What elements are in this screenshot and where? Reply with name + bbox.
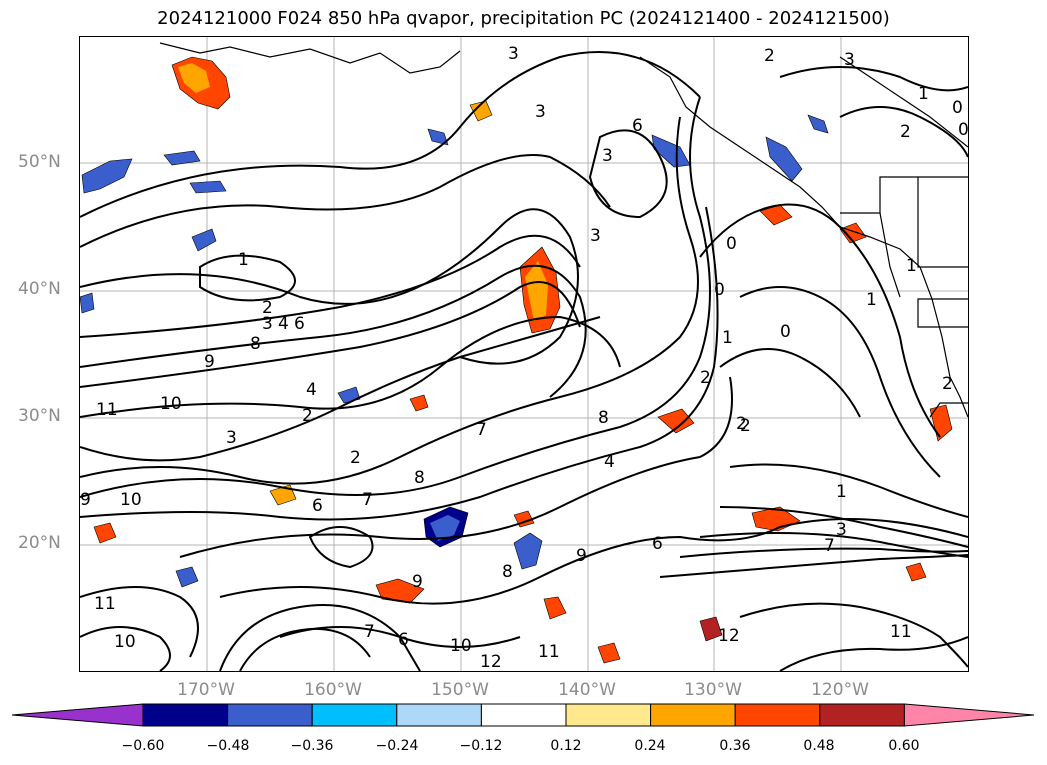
colorbar — [11, 703, 1035, 727]
contour-label: 6 — [312, 496, 323, 516]
contour-label: 2 — [900, 122, 911, 142]
contour-label: 2 — [740, 416, 751, 436]
contour-label: 10 — [114, 632, 136, 652]
colorbar-tick: −0.12 — [459, 738, 503, 754]
contour-label: 3 — [535, 102, 546, 122]
contour-label: 9 — [576, 546, 587, 566]
contour-label: 4 — [604, 452, 615, 472]
contour-label: 1 — [238, 250, 249, 270]
contour-label: 9 — [412, 572, 423, 592]
contour-label: 11 — [94, 594, 116, 614]
colorbar-tick: −0.36 — [290, 738, 334, 754]
map-panel[interactable]: 3 3 2 3 1 0 2 0 3 6 3 1 2 3 4 6 9 8 10 1… — [79, 36, 969, 672]
contour-label: 6 — [632, 116, 643, 136]
contour-label: 0 — [714, 280, 725, 300]
lon-label-160w: 160°W — [304, 680, 362, 700]
contour-label: 0 — [726, 234, 737, 254]
contour-label: 2 — [942, 374, 953, 394]
contour-label: 12 — [480, 652, 502, 671]
colorbar-tick: −0.24 — [375, 738, 419, 754]
contour-label: 11 — [96, 400, 118, 420]
contour-label: 1 — [866, 290, 877, 310]
contour-label: 8 — [250, 334, 261, 354]
colorbar-segment — [734, 703, 821, 727]
contour-label: 2 — [764, 46, 775, 66]
colorbar-segment — [311, 703, 398, 727]
colorbar-segment — [227, 703, 313, 727]
lon-label-120w: 120°W — [811, 680, 869, 700]
contour-label: 2 — [262, 298, 273, 318]
contour-label: 8 — [414, 468, 425, 488]
contour-label: 3 — [226, 428, 237, 448]
contour-label: 6 — [652, 534, 663, 554]
contour-label: 1 — [906, 256, 917, 276]
colorbar-extend-left — [11, 703, 144, 727]
contour-label: 7 — [824, 536, 835, 556]
contour-label: 10 — [450, 636, 472, 656]
colorbar-segment — [142, 703, 229, 727]
colorbar-extend-right — [903, 703, 1035, 727]
colorbar-segment — [650, 703, 736, 727]
lat-label-30n: 30°N — [18, 406, 61, 426]
colorbar-tick: −0.60 — [121, 738, 165, 754]
contour-label: 2 — [736, 414, 747, 434]
contour-label: 2 — [350, 448, 361, 468]
lon-label-130w: 130°W — [684, 680, 742, 700]
contour-label: 8 — [502, 562, 513, 582]
contour-label: 7 — [364, 622, 375, 642]
contour-label: 3 — [590, 226, 601, 246]
colorbar-tick: 0.36 — [719, 738, 751, 754]
contour-label: 2 — [302, 406, 313, 426]
contour-label: 11 — [538, 642, 560, 662]
colorbar-tick: 0.12 — [550, 738, 582, 754]
contour-label: 0 — [780, 322, 791, 342]
contour-label: 2 — [700, 368, 711, 388]
contour-label: 6 — [294, 314, 305, 334]
colorbar-segment — [565, 703, 652, 727]
qvapor-contours — [80, 51, 968, 671]
contour-label: 0 — [958, 120, 968, 140]
contour-label: 10 — [120, 490, 142, 510]
contour-label: 3 — [836, 520, 847, 540]
contour-label: 7 — [476, 420, 487, 440]
contour-label: 9 — [204, 352, 215, 372]
contour-label: 1 — [918, 84, 929, 104]
colorbar-segment — [480, 703, 567, 727]
contour-label: 7 — [362, 490, 373, 510]
lat-label-20n: 20°N — [18, 533, 61, 553]
contour-label: 12 — [718, 626, 740, 646]
contour-label: 3 — [508, 44, 519, 64]
contour-label: 1 — [722, 328, 733, 348]
colorbar-tick: 0.48 — [803, 738, 835, 754]
contour-label: 3 — [844, 50, 855, 70]
precip-negative-patches — [80, 114, 829, 588]
contour-label: 3 — [602, 146, 613, 166]
precip-positive-patches — [93, 56, 953, 664]
map-svg: 3 3 2 3 1 0 2 0 3 6 3 1 2 3 4 6 9 8 10 1… — [80, 37, 968, 671]
colorbar-tick: 0.24 — [634, 738, 666, 754]
lon-label-170w: 170°W — [177, 680, 235, 700]
lon-label-140w: 140°W — [558, 680, 616, 700]
contour-label: 11 — [890, 622, 912, 642]
colorbar-tick: 0.60 — [888, 738, 920, 754]
colorbar-segment — [819, 703, 905, 727]
contour-label: 8 — [598, 408, 609, 428]
map-title: 2024121000 F024 850 hPa qvapor, precipit… — [157, 8, 890, 29]
colorbar-tick: −0.48 — [206, 738, 250, 754]
contour-label: 4 — [306, 380, 317, 400]
contour-label: 6 — [398, 630, 409, 650]
lon-label-150w: 150°W — [431, 680, 489, 700]
contour-label: 1 — [836, 482, 847, 502]
colorbar-segment — [396, 703, 482, 727]
contour-label: 3 — [262, 314, 273, 334]
lat-label-40n: 40°N — [18, 279, 61, 299]
lat-label-50n: 50°N — [18, 152, 61, 172]
contour-label: 4 — [278, 314, 289, 334]
contour-label: 10 — [160, 394, 182, 414]
contour-labels: 3 3 2 3 1 0 2 0 3 6 3 1 2 3 4 6 9 8 10 1… — [80, 44, 968, 671]
contour-label: 0 — [952, 98, 963, 118]
contour-label: 9 — [80, 490, 91, 510]
